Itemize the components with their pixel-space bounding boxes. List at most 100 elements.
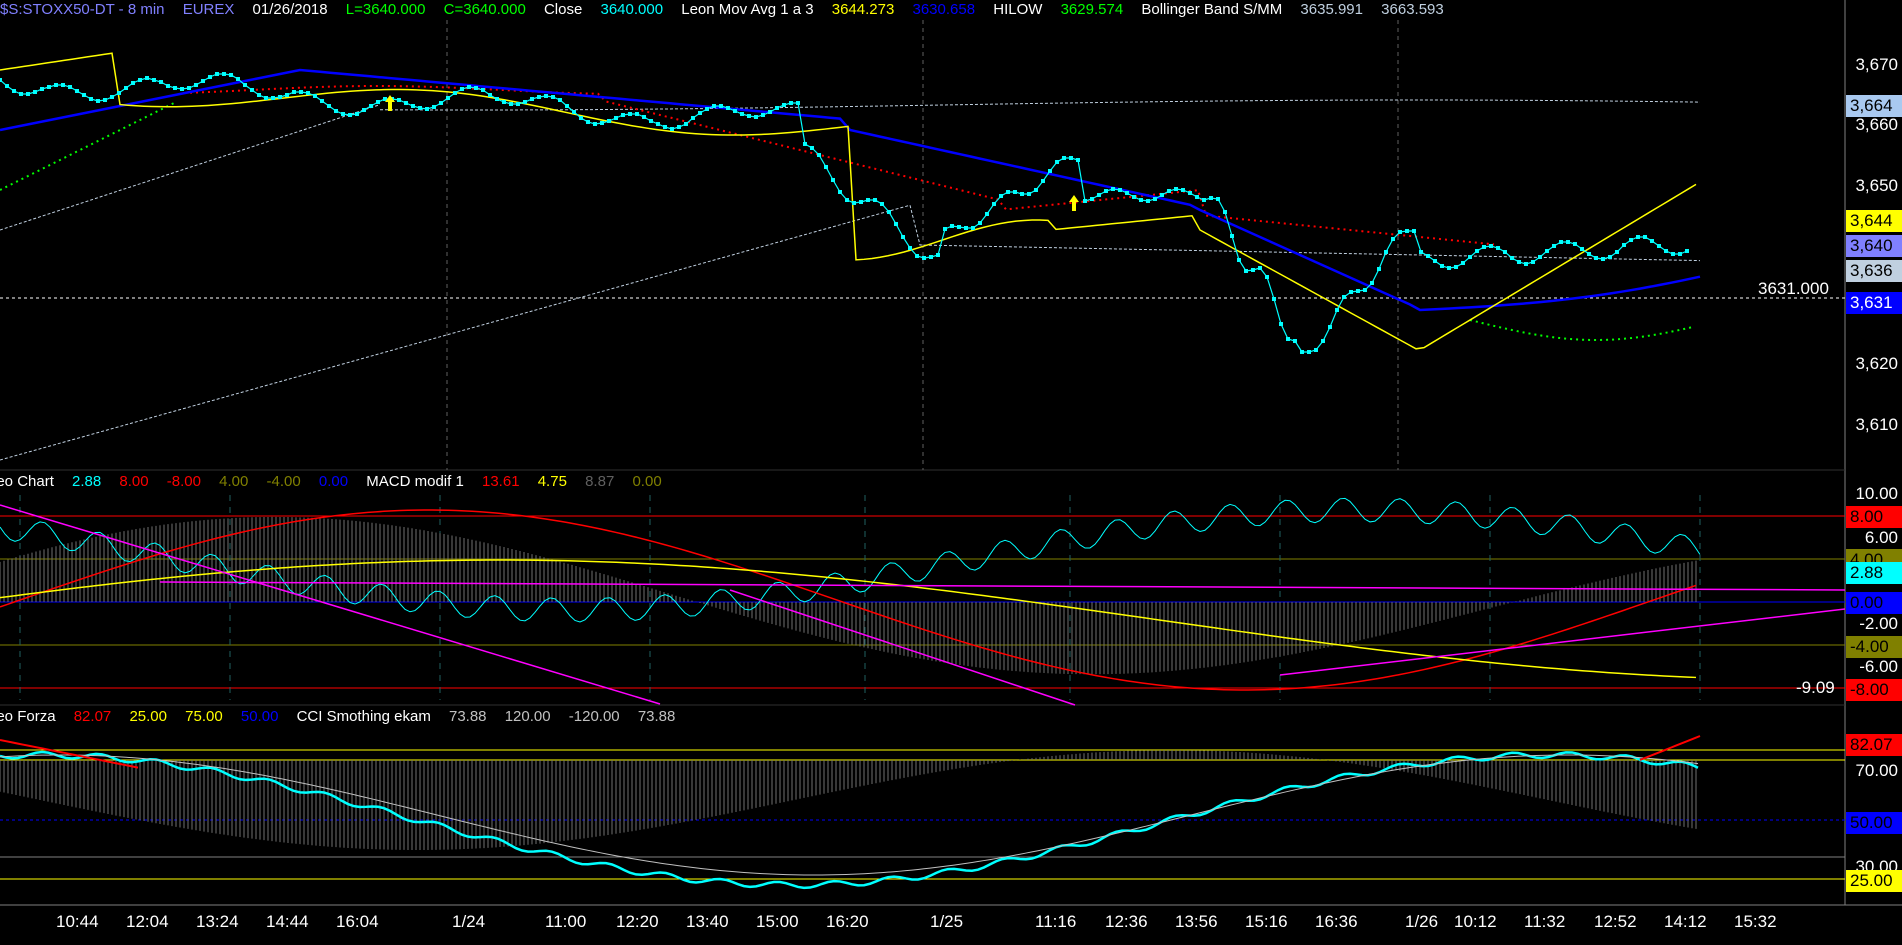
price-point	[586, 120, 590, 124]
price-point	[1503, 250, 1507, 254]
forza-red-segment	[0, 739, 139, 769]
price-point	[1594, 256, 1598, 260]
price-point	[1265, 275, 1269, 279]
close-value: 3640.000	[600, 1, 664, 18]
price-point	[978, 221, 982, 225]
price-point	[334, 109, 338, 113]
price-point	[320, 99, 324, 103]
price-point	[831, 178, 835, 182]
price-point	[572, 110, 576, 114]
forza-axis-label: 70.00	[1855, 761, 1898, 780]
price-point	[1615, 250, 1619, 254]
forza-panel-header: Leo Forza 82.07 25.00 75.00 50.00 CCI Sm…	[0, 707, 1833, 727]
price-point	[40, 87, 44, 91]
price-point	[1510, 256, 1514, 260]
price-point	[47, 85, 51, 89]
price-point	[1405, 229, 1409, 233]
leo-chart-value-2: 8.00	[119, 473, 149, 490]
price-point	[1629, 238, 1633, 242]
yellow-ma	[0, 52, 1697, 350]
price-point	[173, 86, 177, 90]
price-point	[1545, 249, 1549, 253]
price-point	[614, 116, 618, 120]
trendline	[1279, 608, 1846, 676]
price-point	[1559, 240, 1563, 244]
price-point	[425, 107, 429, 111]
time-label: 13:24	[196, 912, 239, 931]
price-point	[1111, 187, 1115, 191]
price-point	[1097, 193, 1101, 197]
price-point	[985, 212, 989, 216]
price-point	[866, 198, 870, 202]
price-point	[782, 103, 786, 107]
price-point	[838, 190, 842, 194]
bollinger-value-1: 3635.991	[1300, 1, 1363, 18]
price-point	[873, 198, 877, 202]
price-point	[635, 112, 639, 116]
price-point	[992, 202, 996, 206]
ma-value: 3644.273	[831, 1, 895, 18]
price-point	[145, 76, 149, 80]
price-point	[1419, 250, 1423, 254]
price-point	[705, 107, 709, 111]
price-point	[222, 72, 226, 76]
price-point	[817, 153, 821, 157]
price-point	[1566, 240, 1570, 244]
leo-forza-title: Leo Forza	[0, 708, 56, 725]
forza-tag-50: 50.00	[1846, 812, 1902, 834]
price-point	[1608, 255, 1612, 259]
date-label: 01/26/2018	[252, 1, 328, 18]
price-tag-last: 3,640	[1846, 235, 1902, 257]
price-point	[1580, 247, 1584, 251]
price-point	[19, 92, 23, 96]
price-point	[908, 246, 912, 250]
price-point	[1251, 268, 1255, 272]
price-point	[5, 84, 9, 88]
price-point	[453, 91, 457, 95]
macd-tag-0: 0.00	[1846, 592, 1902, 614]
price-point	[1342, 295, 1346, 299]
macd-axis-label: 6.00	[1864, 528, 1898, 547]
price-point	[845, 198, 849, 202]
price-point	[1027, 192, 1031, 196]
price-point	[236, 77, 240, 81]
price-point	[1475, 249, 1479, 253]
blue-ma	[0, 68, 1701, 312]
price-point	[194, 83, 198, 87]
price-point	[1237, 258, 1241, 262]
price-point	[369, 104, 373, 108]
price-axis-label: 3,650	[1855, 176, 1898, 195]
price-point	[565, 104, 569, 108]
macd-red-line	[0, 509, 1697, 691]
time-label: 11:00	[545, 912, 587, 931]
price-point	[1678, 252, 1682, 256]
price-point	[180, 87, 184, 91]
forza-cyan-line	[0, 750, 1699, 890]
price-point	[1377, 267, 1381, 271]
ma-value-2: 3630.658	[912, 1, 976, 18]
price-point	[1223, 210, 1227, 214]
bollinger-title: Bollinger Band S/MM	[1141, 1, 1283, 18]
exchange-label: EUREX	[182, 1, 235, 18]
time-label: 1/26	[1405, 912, 1439, 931]
forza-value-3: 75.00	[185, 708, 223, 725]
bollinger-mid	[0, 104, 381, 231]
forza-tag-82: 82.07	[1846, 734, 1902, 756]
price-point	[1552, 244, 1556, 248]
price-point	[432, 105, 436, 109]
price-point	[1622, 243, 1626, 247]
time-label: 11:32	[1524, 912, 1566, 931]
price-point	[1671, 252, 1675, 256]
price-point	[1041, 179, 1045, 183]
macd-value-4: 0.00	[632, 473, 662, 490]
price-point	[915, 254, 919, 258]
hline-value-label: 3631.000	[1758, 279, 1829, 298]
price-point	[1356, 289, 1360, 293]
price-point	[362, 108, 366, 112]
macd-low-value: -9.09	[1796, 678, 1835, 697]
price-point	[1069, 156, 1073, 160]
price-point	[1279, 322, 1283, 326]
price-point	[33, 90, 37, 94]
price-point	[404, 101, 408, 105]
